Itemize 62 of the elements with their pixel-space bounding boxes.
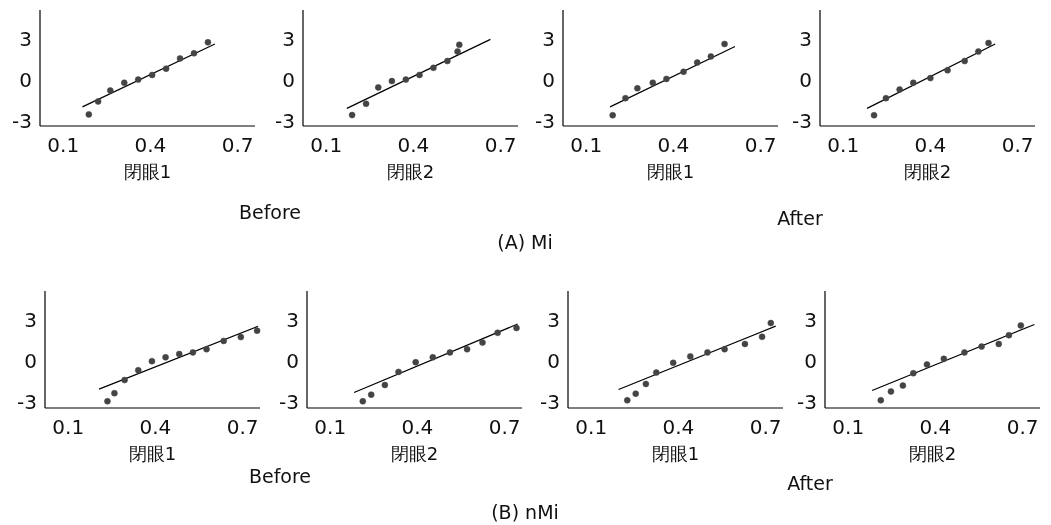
x-tick-label: 0.7	[226, 415, 259, 439]
x-tick-label: 0.7	[744, 133, 777, 157]
x-axis-title: 閉眼2	[390, 443, 439, 464]
y-tick-label: 0	[19, 67, 32, 92]
x-tick-label: 0.4	[134, 133, 167, 157]
y-tick-label: 0	[24, 349, 37, 374]
x-tick-label: 0.4	[139, 415, 172, 439]
y-tick-label: -3	[792, 108, 812, 133]
y-tick-label: 0	[282, 67, 295, 92]
x-tick-label: 0.1	[47, 133, 80, 157]
x-tick-label: 0.1	[52, 415, 85, 439]
x-tick-label: 0.4	[914, 133, 947, 157]
x-tick-label: 0.4	[401, 415, 434, 439]
x-axis-title: 閉眼2	[903, 161, 952, 182]
y-tick-label: -3	[535, 108, 555, 133]
x-axis-title: 閉眼1	[123, 161, 172, 182]
y-tick-label: 0	[547, 349, 560, 374]
x-tick-label: 0.7	[484, 133, 517, 157]
text: (B) nMi	[491, 501, 559, 523]
y-tick-label: 3	[282, 26, 295, 51]
x-tick-label: 0.7	[1006, 415, 1039, 439]
x-tick-label: 0.1	[310, 133, 343, 157]
y-tick-label: 3	[799, 26, 812, 51]
y-tick-label: 0	[804, 349, 817, 374]
x-tick-label: 0.1	[827, 133, 860, 157]
x-tick-label: 0.1	[575, 415, 608, 439]
text: After	[777, 207, 823, 229]
y-tick-label: 3	[804, 307, 817, 332]
y-tick-label: 0	[799, 67, 812, 92]
y-tick-label: 3	[24, 307, 37, 332]
y-tick-label: -3	[12, 108, 32, 133]
y-tick-label: 0	[542, 67, 555, 92]
x-axis-title: 閉眼2	[386, 161, 435, 182]
text: After	[787, 472, 833, 494]
x-tick-label: 0.4	[662, 415, 695, 439]
y-tick-label: -3	[279, 390, 299, 415]
x-tick-label: 0.7	[488, 415, 521, 439]
y-tick-label: 3	[286, 307, 299, 332]
text: Before	[238, 201, 302, 223]
x-axis-title: 閉眼2	[908, 443, 957, 464]
text: (A) Mi	[497, 231, 553, 253]
x-axis-title: 閉眼1	[646, 161, 695, 182]
x-tick-label: 0.4	[657, 133, 690, 157]
x-tick-label: 0.7	[1001, 133, 1034, 157]
text: Before	[248, 465, 312, 487]
y-tick-label: 3	[19, 26, 32, 51]
y-tick-label: -3	[540, 390, 560, 415]
x-tick-label: 0.1	[314, 415, 347, 439]
x-tick-label: 0.4	[919, 415, 952, 439]
y-tick-label: -3	[17, 390, 37, 415]
x-tick-label: 0.7	[749, 415, 782, 439]
y-tick-label: 3	[547, 307, 560, 332]
x-tick-label: 0.7	[221, 133, 254, 157]
x-axis-title: 閉眼1	[128, 443, 177, 464]
x-tick-label: 0.4	[397, 133, 430, 157]
y-tick-label: -3	[275, 108, 295, 133]
x-tick-label: 0.1	[832, 415, 865, 439]
y-tick-label: -3	[797, 390, 817, 415]
x-tick-label: 0.1	[570, 133, 603, 157]
y-tick-label: 0	[286, 349, 299, 374]
y-tick-label: 3	[542, 26, 555, 51]
x-axis-title: 閉眼1	[651, 443, 700, 464]
